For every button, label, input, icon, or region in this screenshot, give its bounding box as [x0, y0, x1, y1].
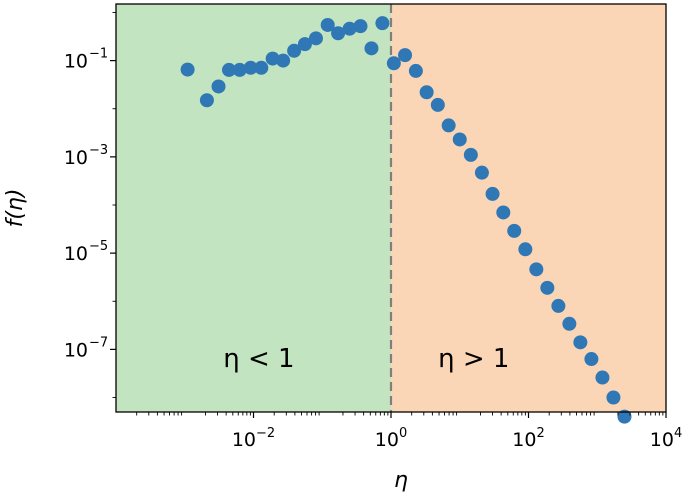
data-point: [606, 390, 621, 405]
y-tick-label: 10: [64, 243, 88, 265]
data-point: [529, 262, 544, 277]
data-point: [540, 280, 555, 295]
data-point: [485, 186, 500, 201]
data-point: [430, 97, 445, 112]
data-point: [287, 43, 302, 58]
data-point: [297, 37, 312, 52]
data-point: [320, 17, 335, 32]
data-point: [265, 51, 280, 66]
data-point: [408, 63, 423, 78]
data-point: [584, 352, 599, 367]
data-point: [331, 26, 346, 41]
data-point: [308, 31, 323, 46]
data-point: [243, 60, 258, 75]
data-point: [518, 242, 533, 257]
data-point: [232, 62, 247, 77]
x-tick-label: 104: [650, 426, 682, 451]
data-point: [474, 165, 489, 180]
y-tick-label: 10: [64, 51, 88, 73]
data-point: [617, 409, 632, 424]
region-band-above-one: [391, 4, 666, 412]
y-tick-label: 10: [64, 339, 88, 361]
data-point: [573, 335, 588, 350]
data-point: [386, 56, 401, 71]
data-point: [463, 147, 478, 162]
data-point: [562, 316, 577, 331]
data-point: [364, 41, 379, 56]
data-point: [221, 62, 236, 77]
data-point: [398, 48, 413, 63]
data-point: [375, 16, 390, 31]
x-axis-label: η: [394, 468, 408, 493]
x-tick-label: 102: [512, 426, 544, 451]
x-tick-label: 100: [375, 426, 407, 451]
y-tick-label-exponent: −5: [89, 239, 108, 254]
data-point: [419, 85, 434, 100]
data-point: [551, 298, 566, 313]
data-point: [353, 19, 368, 34]
data-point: [342, 21, 357, 36]
data-point: [199, 93, 214, 108]
data-point: [507, 223, 522, 238]
data-point: [211, 79, 226, 94]
y-tick-label-exponent: −3: [89, 143, 108, 158]
region-label-below-one: η < 1: [223, 344, 294, 374]
y-tick-label: 10: [64, 147, 88, 169]
data-point: [254, 60, 269, 75]
y-tick-label-exponent: −7: [89, 335, 108, 350]
x-tick-label: 10−2: [232, 426, 275, 451]
y-tick-label-exponent: −1: [89, 47, 108, 62]
data-point: [496, 205, 511, 220]
data-point: [441, 118, 456, 133]
data-point: [276, 53, 291, 68]
data-point: [180, 62, 195, 77]
y-axis-label: f(η): [3, 189, 28, 228]
region-label-above-one: η > 1: [438, 344, 509, 374]
data-point: [595, 370, 610, 385]
data-point: [452, 132, 467, 147]
